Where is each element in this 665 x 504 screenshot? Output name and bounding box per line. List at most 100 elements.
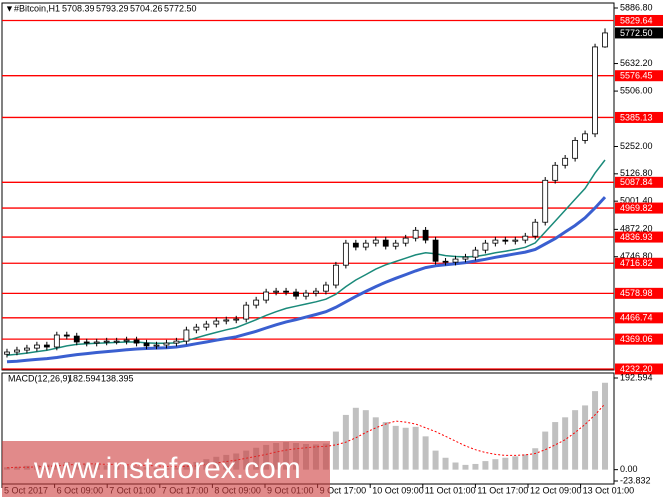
candle-body	[113, 340, 120, 343]
candle-body	[253, 299, 260, 306]
candle-body	[572, 139, 579, 159]
candle-body	[43, 344, 50, 348]
candle-body	[552, 164, 559, 181]
candle-body	[183, 329, 190, 342]
candle-body	[133, 339, 140, 344]
candle-body	[512, 239, 519, 242]
macd-bar	[462, 464, 469, 470]
y-tick-label: 5252.00	[620, 141, 653, 151]
candle-body	[333, 264, 339, 286]
macd-value: 182.594	[68, 373, 101, 383]
candle-body	[93, 341, 100, 344]
y-tick-label: 4746.80	[620, 251, 653, 261]
candle-body	[24, 347, 30, 351]
y-tick-label: 5632.20	[620, 58, 653, 68]
level-label-box	[615, 257, 663, 269]
macd-bar	[512, 456, 519, 470]
candle-body	[123, 339, 130, 342]
macd-bar	[492, 459, 499, 470]
candle-body	[592, 46, 598, 135]
macd-bar	[582, 405, 589, 470]
candle-body	[482, 242, 489, 251]
candle-body	[323, 284, 329, 292]
macd-bar	[402, 427, 409, 470]
macd-bar	[552, 422, 559, 470]
macd-bar	[472, 463, 479, 470]
y-tick-label: -23.832	[620, 475, 651, 485]
x-tick-label: 12 Oct 09:00	[530, 485, 582, 495]
symbol-title: #Bitcoin,H1	[14, 3, 60, 13]
macd-bar	[392, 425, 399, 470]
current-price-label: 5772.50	[620, 28, 653, 38]
macd-bar	[382, 422, 389, 470]
x-tick-label: 11 Oct 01:00	[425, 485, 476, 495]
y-tick-label: 4872.20	[620, 224, 653, 234]
x-tick-label: 9 Oct 17:00	[320, 485, 367, 495]
current-price-box	[615, 27, 663, 39]
macd-title: MACD(12,26,9)	[8, 373, 71, 383]
watermark-box	[2, 441, 330, 497]
candle-body	[263, 291, 270, 301]
level-label-box	[615, 14, 663, 26]
candle-body	[273, 290, 279, 293]
macd-bar	[362, 410, 369, 470]
macd-bar	[442, 457, 449, 470]
candle-body	[442, 260, 449, 263]
candle-body	[63, 334, 70, 337]
candle-body	[462, 256, 469, 260]
level-label-box	[615, 202, 663, 214]
candle-body	[153, 344, 160, 347]
level-label: 4969.82	[620, 203, 653, 213]
candle-body	[243, 304, 250, 320]
candle-body	[342, 242, 349, 266]
level-label-box	[615, 231, 663, 243]
level-label: 4369.06	[620, 334, 653, 344]
candle-body	[372, 239, 379, 244]
macd-bar	[352, 407, 359, 470]
header-arrow: ▼	[5, 3, 14, 13]
level-label-box	[615, 363, 663, 375]
y-tick-label: 0.00	[620, 464, 638, 474]
candle-body	[412, 229, 419, 239]
candle-body	[392, 242, 399, 247]
level-label-box	[615, 70, 663, 82]
macd-bar	[542, 431, 549, 470]
macd-bar	[562, 417, 569, 470]
macd-bar	[522, 454, 529, 470]
macd-bar	[412, 426, 419, 470]
candle-body	[33, 344, 40, 349]
candle-body	[542, 179, 549, 223]
candle-body	[73, 335, 80, 343]
candle-body	[163, 342, 170, 346]
header-value: 5708.39	[62, 3, 95, 13]
level-label-box	[615, 333, 663, 345]
candle-body	[472, 249, 479, 258]
header-value: 5704.26	[130, 3, 163, 13]
y-tick-label: 5001.40	[620, 196, 653, 206]
candle-body	[402, 237, 409, 244]
candle-body	[313, 290, 319, 294]
candle-body	[532, 221, 539, 237]
y-tick-label: 192.594	[620, 372, 653, 382]
macd-bar	[502, 457, 509, 470]
candle-body	[233, 318, 240, 321]
candle-body	[14, 349, 20, 353]
x-tick-label: 13 Oct 01:00	[583, 485, 635, 495]
candle-body	[362, 242, 369, 248]
candle-body	[143, 342, 150, 347]
level-label: 5576.45	[620, 71, 653, 81]
macd-bar	[532, 448, 539, 470]
watermark: www.instaforex.com	[33, 452, 301, 485]
y-tick-label: 5886.80	[620, 2, 653, 12]
x-tick-label: 11 Oct 17:00	[477, 485, 528, 495]
macd-bar	[332, 431, 339, 470]
candle-body	[452, 258, 459, 263]
macd-bar	[572, 410, 579, 470]
level-label: 5087.84	[620, 177, 653, 187]
candle-body	[522, 235, 529, 241]
candle-body	[303, 292, 309, 297]
candle-body	[432, 239, 439, 262]
level-label: 4578.98	[620, 288, 653, 298]
